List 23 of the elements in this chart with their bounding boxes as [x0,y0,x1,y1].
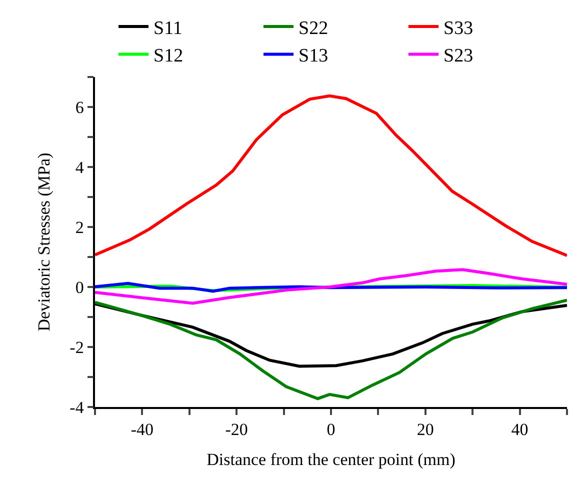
x-tick-label: -20 [225,420,248,440]
y-tick-label: -2 [70,338,84,357]
y-axis-title: Deviatoric Stresses (MPa) [34,152,54,332]
x-tick-label: 40 [511,420,528,440]
legend-label: S23 [444,46,474,67]
y-tick-label: 4 [75,158,84,177]
line-series [95,268,567,305]
x-tick-label: 20 [416,420,434,440]
legend-label: S13 [298,46,328,67]
line-series [95,282,567,293]
legend-label: S12 [154,46,184,67]
y-tick-label: 2 [75,218,84,237]
line-series [95,94,567,257]
legend-label: S11 [154,18,182,39]
y-tick-label: -4 [70,398,84,417]
line-series [95,298,567,400]
y-tick-label: 6 [75,98,84,117]
x-axis-title: Distance from the center point (mm) [206,450,456,470]
legend-label: S22 [298,18,328,39]
x-tick-label: -40 [130,420,154,440]
legend-label: S33 [444,18,474,39]
y-tick-label: 0 [75,278,84,297]
x-tick-label: 0 [326,420,336,440]
